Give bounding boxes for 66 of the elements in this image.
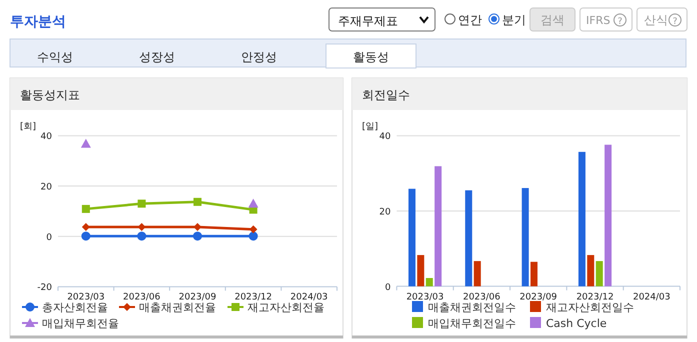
legend-label: 재고자산회전일수 [546, 301, 634, 314]
text: 산식 [644, 13, 668, 27]
x-tick-label: 2023/12 [234, 292, 272, 303]
x-tick-label: 2024/03 [290, 292, 328, 303]
y-tick-label: 20 [40, 182, 52, 193]
text: 분기 [502, 13, 526, 27]
y-tick-label: 20 [379, 208, 391, 218]
point [194, 198, 202, 206]
x-tick-label: 2024/03 [632, 292, 670, 302]
point [82, 223, 90, 232]
text: 검색 [540, 13, 564, 27]
y-axis-title: [회] [20, 122, 36, 132]
legend-label: 매출채권회전일수 [428, 301, 516, 314]
y-tick-label: 0 [384, 282, 391, 293]
legend-label: 매입채무회전율 [42, 317, 119, 330]
y-tick-label: 0 [46, 232, 52, 243]
text: 연간 [458, 13, 482, 27]
text: IFRS [586, 14, 610, 27]
y-tick-label: 40 [379, 132, 391, 142]
x-tick-label: 2023/12 [576, 292, 614, 302]
text: 수익성 [37, 50, 73, 64]
text: ? [618, 17, 622, 27]
bar [522, 188, 529, 286]
text: 주재무제표 [338, 14, 398, 28]
point [137, 232, 146, 241]
point [138, 223, 146, 232]
x-tick-label: 2023/09 [520, 292, 558, 302]
text: 성장성 [139, 50, 175, 64]
x-tick-label: 2023/03 [67, 292, 105, 303]
chart-title: 회전일수 [362, 88, 410, 102]
legend-label: Cash Cycle [546, 317, 607, 330]
text: 안정성 [241, 50, 277, 64]
chart-title: 활동성지표 [20, 88, 80, 102]
text: 투자분석 [10, 14, 66, 30]
bar [604, 144, 612, 286]
y-axis-title: [일] [362, 122, 378, 132]
point [138, 200, 146, 208]
text: ? [672, 17, 678, 27]
bar [530, 262, 538, 286]
point [193, 232, 202, 241]
point [248, 232, 258, 241]
x-tick-label: 2023/09 [178, 292, 216, 303]
text: 활동성 [353, 50, 389, 64]
bar [408, 188, 416, 286]
bar [474, 261, 481, 286]
point [82, 204, 90, 213]
legend-label: 재고자산회전율 [248, 301, 324, 314]
bar [465, 190, 472, 286]
legend-label: 매출채권회전율 [139, 301, 216, 314]
point [248, 198, 258, 208]
x-tick-label: 2023/03 [406, 292, 444, 302]
point [80, 138, 91, 148]
legend-label: 총자산회전율 [42, 301, 108, 314]
point [194, 223, 202, 232]
y-tick-label: -20 [37, 283, 52, 294]
bar [434, 166, 442, 286]
bar [417, 255, 424, 286]
bar [596, 261, 603, 286]
bar [587, 255, 594, 286]
x-tick-label: 2023/06 [123, 292, 161, 303]
legend-label: 매입채무회전일수 [428, 317, 516, 330]
bar [426, 278, 433, 286]
x-tick-label: 2023/06 [462, 292, 501, 302]
y-tick-label: 40 [40, 132, 52, 142]
point [81, 232, 90, 241]
bar [578, 152, 586, 286]
